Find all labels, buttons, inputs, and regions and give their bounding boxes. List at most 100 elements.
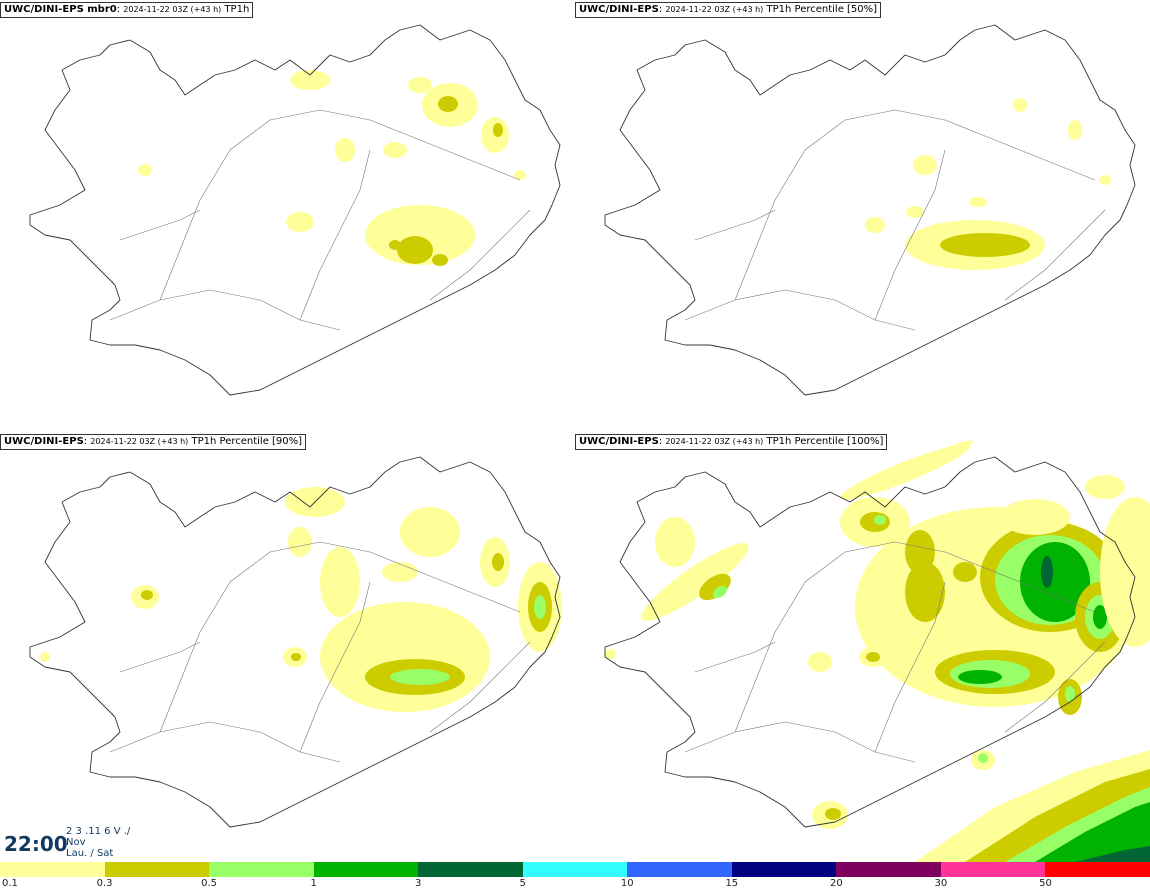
precip-area: [1068, 120, 1082, 140]
road-line: [109, 289, 341, 331]
panel-model: UWC/DINI-EPS: [4, 436, 84, 447]
road-line: [1004, 209, 1106, 301]
precip-area: [141, 590, 153, 600]
precip-area: [335, 138, 355, 162]
map-panel-p50: UWC/DINI-EPS: 2024-11-22 03Z (+43 h) TP1…: [575, 0, 1150, 430]
road-line: [684, 289, 916, 331]
precip-area: [905, 530, 935, 574]
precip-area: [1099, 175, 1111, 185]
colorbar-tick-label: 3: [414, 878, 422, 889]
precip-area: [390, 669, 450, 685]
road-line: [429, 641, 531, 733]
precip-area: [383, 142, 407, 158]
panel-run-time: 2024-11-22 03Z (+43 h): [90, 437, 189, 446]
panel-run-time: 2024-11-22 03Z (+43 h): [665, 437, 764, 446]
precip-area: [604, 649, 616, 659]
colorbar-tick-label: 30: [934, 878, 948, 889]
road-line: [159, 109, 371, 301]
precip-area: [953, 562, 977, 582]
precip-area: [40, 652, 50, 662]
colorbar-swatch: [627, 862, 732, 877]
colorbar-swatch: [418, 862, 523, 877]
precip-area: [641, 542, 749, 622]
colorbar-swatch: [522, 862, 628, 877]
colorbar-swatch: [731, 862, 837, 877]
road-line: [874, 149, 946, 321]
road-line: [874, 581, 946, 753]
precip-area: [913, 155, 937, 175]
precip-area: [493, 123, 503, 137]
precip-area: [286, 212, 314, 232]
road-line: [944, 551, 1096, 613]
road-line: [159, 541, 371, 733]
panel-model: UWC/DINI-EPS mbr0: [4, 4, 117, 15]
iceland-coastline: [29, 24, 561, 396]
colorbar-swatch: [313, 862, 419, 877]
colorbar-swatch: [1045, 862, 1150, 877]
precip-area: [1013, 98, 1027, 112]
precip-area: [397, 236, 433, 264]
colorbar-swatch: [836, 862, 941, 877]
road-line: [734, 109, 946, 301]
precip-area: [825, 808, 841, 820]
precip-area: [1093, 605, 1107, 629]
road-line: [684, 721, 916, 763]
panel-model: UWC/DINI-EPS: [579, 4, 659, 15]
precip-area: [712, 585, 728, 599]
precip-area: [866, 652, 880, 662]
iceland-coastline: [604, 24, 1136, 396]
colorbar-swatch: [104, 862, 210, 877]
precip-area: [1041, 556, 1053, 588]
precip-area: [1065, 686, 1075, 702]
colorbar-tick-label: 0.1: [2, 878, 18, 889]
map-panel-mbr0: UWC/DINI-EPS mbr0: 2024-11-22 03Z (+43 h…: [0, 0, 575, 430]
colorbar-swatch: [940, 862, 1046, 877]
road-line: [429, 209, 531, 301]
precip-area: [865, 217, 885, 233]
map-panel-p100: UWC/DINI-EPS: 2024-11-22 03Z (+43 h) TP1…: [575, 432, 1150, 862]
panel-model: UWC/DINI-EPS: [579, 436, 659, 447]
precip-colorbar: [0, 862, 1150, 877]
precip-area: [290, 70, 330, 90]
precip-area: [927, 440, 973, 464]
colorbar-tick-label: 10: [620, 878, 634, 889]
precip-area: [291, 653, 301, 661]
valid-time-box: 22:00 2 3 .11 6 V ./ Nov Lau. / Sat: [0, 826, 170, 862]
precip-area: [1075, 846, 1150, 862]
iceland-coastline: [29, 456, 561, 828]
colorbar-tick-label: 50: [1039, 878, 1052, 889]
precip-map: [604, 24, 1136, 396]
panel-field: TP1h Percentile [50%]: [766, 4, 878, 15]
road-line: [734, 541, 946, 733]
precip-area: [365, 205, 475, 265]
colorbar-ticks: 0.1 0.3 0.5 1 3 5 10 15 20 30 50: [0, 877, 1150, 891]
colorbar-tick-label: 5: [519, 878, 526, 889]
colorbar-tick-label: 0.5: [201, 878, 218, 889]
valid-day: 2 3 .11 6 V ./: [66, 826, 131, 837]
colorbar-swatch: [0, 862, 105, 877]
colorbar-swatch: [209, 862, 314, 877]
precip-map: [604, 440, 1150, 862]
road-line: [1004, 641, 1106, 733]
iceland-coastline: [604, 456, 1136, 828]
road-line: [369, 119, 521, 181]
panel-run-time: 2024-11-22 03Z (+43 h): [123, 5, 222, 14]
road-line: [694, 209, 776, 241]
precip-area: [905, 562, 945, 622]
precip-area: [1100, 497, 1150, 647]
precip-area: [382, 562, 418, 582]
colorbar-tick-label: 15: [725, 878, 739, 889]
precip-area: [320, 547, 360, 617]
panel-field: TP1h: [224, 4, 250, 15]
precip-area: [138, 164, 152, 176]
precip-area: [808, 652, 832, 672]
panel-title: UWC/DINI-EPS: 2024-11-22 03Z (+43 h) TP1…: [0, 434, 307, 450]
precip-area: [288, 527, 312, 557]
panel-field: TP1h Percentile [100%]: [766, 436, 884, 447]
valid-date: 2 3 .11 6 V ./ Nov Lau. / Sat: [66, 826, 130, 859]
precip-area: [534, 595, 546, 619]
precip-area: [1085, 475, 1125, 499]
precip-area: [492, 553, 504, 571]
precip-area: [408, 77, 432, 93]
colorbar-tick-label: 0.3: [96, 878, 113, 889]
